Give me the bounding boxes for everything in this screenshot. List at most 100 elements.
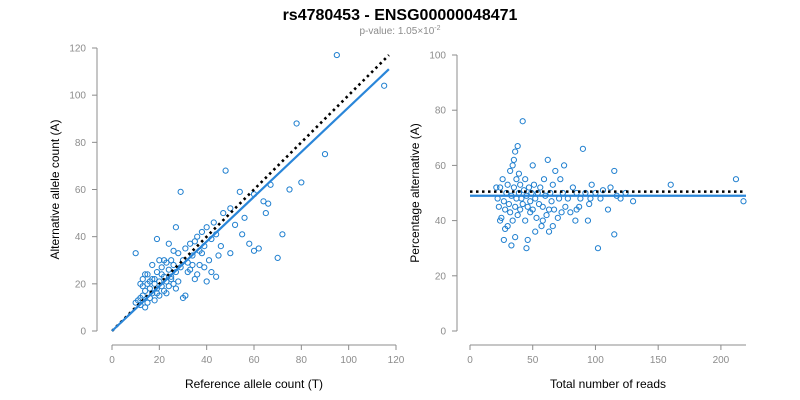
left-x-tick-label: 40 bbox=[201, 355, 213, 366]
left-data-point bbox=[215, 252, 222, 259]
left-y-tick-label: 20 bbox=[75, 279, 87, 290]
right-data-point bbox=[588, 181, 595, 188]
left-data-point bbox=[142, 304, 149, 311]
right-data-point bbox=[554, 214, 561, 221]
left-y-tick-label: 120 bbox=[69, 44, 86, 55]
right-data-point bbox=[522, 176, 529, 183]
left-x-tick-label: 20 bbox=[154, 355, 166, 366]
right-data-point bbox=[560, 162, 568, 169]
left-y-axis-label: Alternative allele count (A) bbox=[48, 119, 62, 259]
left-data-point bbox=[260, 198, 267, 205]
left-x-tick-label: 100 bbox=[340, 355, 357, 366]
left-data-point bbox=[220, 209, 227, 217]
left-data-point bbox=[274, 254, 281, 261]
right-data-point bbox=[569, 184, 576, 191]
left-data-point bbox=[255, 245, 262, 252]
left-data-point bbox=[298, 179, 305, 186]
right-data-point bbox=[520, 187, 528, 194]
right-data-point bbox=[584, 217, 592, 224]
left-data-point bbox=[142, 271, 149, 278]
right-data-point bbox=[545, 206, 553, 213]
left-data-point bbox=[203, 278, 210, 285]
right-x-tick-label: 150 bbox=[650, 355, 667, 366]
right-data-point bbox=[517, 206, 524, 213]
left-data-point bbox=[198, 228, 206, 236]
right-data-point bbox=[502, 225, 509, 232]
left-y-tick-label: 40 bbox=[75, 232, 87, 243]
right-data-point bbox=[629, 198, 637, 205]
right-x-tick-label: 100 bbox=[587, 355, 604, 366]
right-data-point bbox=[558, 209, 565, 216]
left-data-point bbox=[293, 120, 300, 127]
right-data-point bbox=[550, 206, 558, 213]
right-data-point bbox=[512, 234, 519, 241]
left-data-point bbox=[217, 243, 224, 250]
right-data-point bbox=[562, 203, 569, 210]
left-data-point bbox=[246, 240, 253, 247]
right-data-point bbox=[502, 206, 509, 213]
left-data-point bbox=[210, 219, 217, 226]
right-data-point bbox=[524, 203, 531, 210]
chart-subtitle: p-value: 1.05×10-2 bbox=[359, 25, 440, 37]
left-data-point bbox=[153, 290, 161, 297]
left-x-tick-label: 60 bbox=[248, 355, 260, 366]
left-data-point bbox=[142, 287, 149, 295]
right-data-point bbox=[513, 176, 520, 183]
right-y-tick-label: 80 bbox=[435, 106, 447, 117]
left-data-point bbox=[175, 278, 182, 285]
left-x-tick-label: 0 bbox=[109, 355, 115, 366]
left-data-point bbox=[189, 252, 196, 259]
right-data-point bbox=[512, 148, 519, 155]
right-data-point bbox=[579, 145, 587, 152]
left-fit-line bbox=[111, 68, 390, 332]
left-data-point bbox=[286, 186, 293, 193]
right-data-point bbox=[512, 203, 519, 210]
right-data-point bbox=[543, 211, 550, 219]
left-data-point bbox=[175, 250, 182, 257]
right-x-tick-label: 50 bbox=[527, 355, 539, 366]
left-y-tick-label: 60 bbox=[75, 185, 87, 196]
right-data-point bbox=[611, 167, 618, 175]
subtitle-times-ten: ×10 bbox=[417, 26, 434, 37]
right-data-point bbox=[537, 184, 544, 191]
left-scatter-panel: 0 20 40 60 80 100 120 Reference allele count (T… bbox=[48, 44, 405, 392]
left-data-point bbox=[158, 271, 165, 278]
left-x-axis-label: Reference allele count (T) bbox=[185, 377, 323, 391]
right-data-point bbox=[573, 206, 580, 213]
left-data-point bbox=[250, 247, 258, 254]
left-reference-line bbox=[111, 54, 390, 332]
right-data-point bbox=[544, 156, 551, 163]
left-data-point bbox=[203, 224, 210, 231]
left-data-point bbox=[172, 224, 179, 231]
left-data-point bbox=[321, 151, 329, 158]
left-data-point bbox=[231, 221, 239, 228]
right-data-point bbox=[495, 203, 502, 210]
left-data-point bbox=[163, 290, 170, 297]
left-data-point bbox=[151, 276, 158, 283]
right-data-point bbox=[497, 217, 504, 224]
right-data-point bbox=[527, 198, 534, 205]
right-data-point bbox=[500, 236, 507, 244]
right-scatter-panel: 0 50 100 150 200 Total number of reads 0 20 40 60… bbox=[408, 51, 747, 391]
left-x-tick-label: 120 bbox=[388, 355, 405, 366]
right-data-point bbox=[500, 198, 507, 205]
left-data-point bbox=[165, 266, 172, 273]
left-data-point bbox=[170, 247, 177, 254]
left-data-point bbox=[177, 188, 184, 195]
right-data-point bbox=[740, 198, 747, 205]
right-data-point bbox=[607, 184, 614, 191]
left-data-point bbox=[144, 299, 151, 306]
right-data-point bbox=[508, 242, 515, 249]
right-data-point bbox=[504, 181, 511, 188]
right-data-point bbox=[509, 162, 516, 169]
left-data-point bbox=[194, 233, 201, 240]
right-y-axis-label: Percentage alternative (A) bbox=[408, 123, 422, 262]
left-data-point bbox=[132, 250, 139, 257]
left-data-point bbox=[153, 268, 161, 276]
left-data-point bbox=[236, 188, 243, 195]
left-data-point bbox=[144, 271, 151, 278]
chart-title: rs4780453 - ENSG00000048471 bbox=[283, 7, 518, 24]
left-data-point bbox=[146, 278, 153, 285]
left-data-point bbox=[146, 285, 153, 292]
left-data-point bbox=[262, 209, 269, 217]
